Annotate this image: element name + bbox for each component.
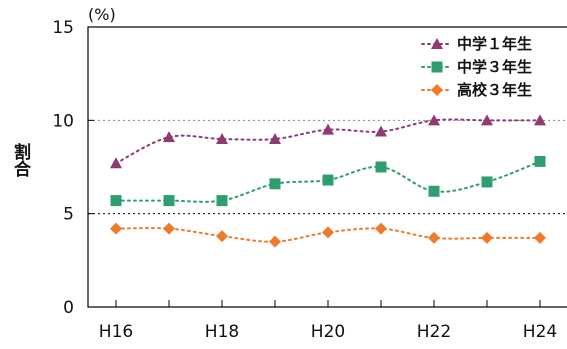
data-point-diamond <box>269 235 281 248</box>
data-point-diamond <box>481 231 493 244</box>
data-point-square <box>163 195 175 207</box>
data-point-triangle <box>431 38 443 49</box>
y-axis-label: 割合 <box>10 142 31 178</box>
data-point-triangle <box>322 123 334 135</box>
legend-label: 中学３年生 <box>457 58 532 76</box>
data-point-diamond <box>375 222 387 235</box>
data-point-square <box>534 155 546 167</box>
data-point-triangle <box>481 114 493 126</box>
series-line <box>115 227 541 243</box>
data-point-triangle <box>216 133 228 144</box>
y-tick-label: 0 <box>63 298 74 318</box>
x-tick-label: H16 <box>99 322 133 342</box>
series-3 <box>110 222 546 248</box>
data-point-square <box>322 174 334 186</box>
y-tick-labels: 0 5 10 15 <box>52 18 94 318</box>
data-point-diamond <box>428 231 440 244</box>
x-tick-label: H18 <box>205 322 239 342</box>
x-tick-labels: H16 H18 H20 H22 H24 <box>99 300 557 342</box>
data-point-diamond <box>110 222 122 235</box>
data-point-triangle <box>534 114 546 126</box>
y-tick-label: 10 <box>52 111 74 131</box>
data-point-square <box>431 61 443 73</box>
series-1 <box>110 114 546 169</box>
data-point-square <box>375 161 387 173</box>
data-point-triangle <box>428 114 440 126</box>
data-point-diamond <box>534 231 546 244</box>
data-point-square <box>110 195 122 207</box>
legend-item: 高校３年生 <box>421 81 532 99</box>
data-point-triangle <box>163 131 175 143</box>
series-2 <box>110 155 546 207</box>
data-point-triangle <box>375 125 387 137</box>
y-tick-label: 5 <box>63 205 74 225</box>
data-point-diamond <box>216 230 228 243</box>
unit-label: (%) <box>88 5 116 24</box>
y-tick-label: 15 <box>52 18 74 38</box>
series-line <box>115 160 541 203</box>
data-point-diamond <box>163 222 175 235</box>
series-line <box>115 118 541 165</box>
data-point-triangle <box>269 133 281 144</box>
x-tick-label: H24 <box>523 322 557 342</box>
legend-item: 中学１年生 <box>421 35 532 53</box>
data-point-square <box>269 178 281 190</box>
series <box>110 114 546 248</box>
data-point-diamond <box>431 84 443 96</box>
legend-label: 中学１年生 <box>457 35 532 53</box>
legend-item: 中学３年生 <box>421 58 532 76</box>
data-point-diamond <box>322 226 334 239</box>
data-point-square <box>428 185 440 197</box>
data-point-square <box>481 176 493 188</box>
x-tick-label: H22 <box>417 322 451 342</box>
legend-label: 高校３年生 <box>457 81 532 99</box>
x-tick-label: H20 <box>311 322 345 342</box>
data-point-triangle <box>110 157 122 169</box>
data-point-square <box>216 195 228 207</box>
